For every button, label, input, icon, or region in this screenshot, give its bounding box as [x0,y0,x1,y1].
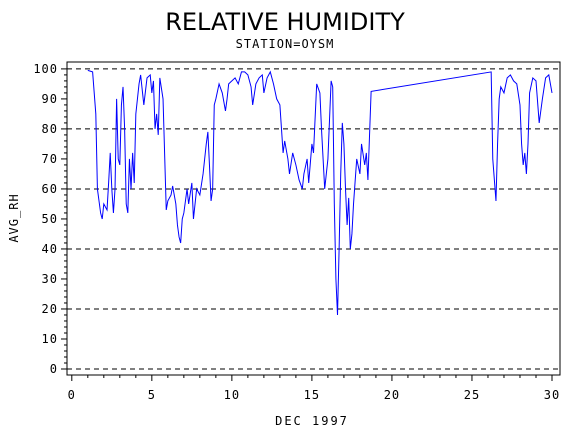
y-tick-label: 90 [42,92,58,106]
y-tick-label: 50 [42,212,58,226]
y-tick-label: 20 [42,302,58,316]
x-tick-label: 10 [224,388,240,402]
y-tick-label: 10 [42,332,58,346]
x-tick-label: 5 [148,388,156,402]
y-axis-label: AVG_RH [7,193,21,242]
y-tick-label: 30 [42,272,58,286]
y-tick-label: 100 [33,62,58,76]
y-tick-label: 40 [42,242,58,256]
plot-frame [66,61,561,376]
chart-subtitle: STATION=OYSM [236,37,335,51]
y-tick-label: 70 [42,152,58,166]
y-tick-label: 80 [42,122,58,136]
x-tick-label: 15 [304,388,320,402]
x-tick-label: 30 [544,388,560,402]
x-axis-label: DEC 1997 [275,414,349,428]
y-tick-label: 60 [42,182,58,196]
x-tick-label: 25 [464,388,480,402]
data-line [87,69,553,316]
y-tick-label: 0 [50,362,58,376]
chart-title: RELATIVE HUMIDITY [165,8,405,36]
x-tick-label: 20 [384,388,400,402]
x-tick-label: 0 [68,388,76,402]
